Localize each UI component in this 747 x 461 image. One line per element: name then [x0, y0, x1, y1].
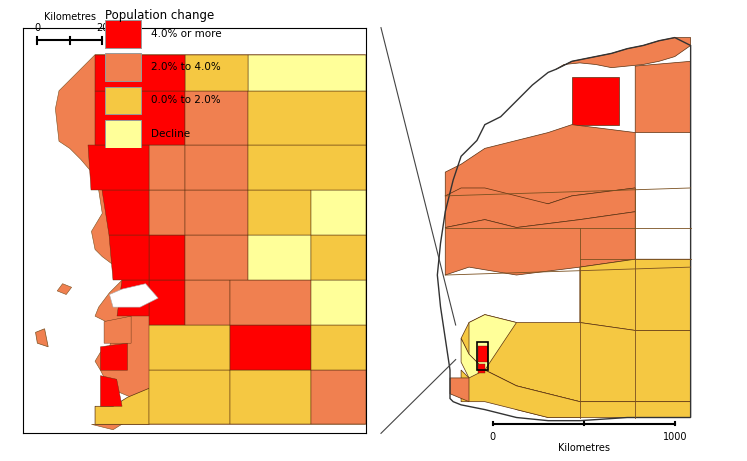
Polygon shape [58, 284, 72, 295]
Polygon shape [185, 55, 248, 91]
Polygon shape [230, 280, 311, 325]
Polygon shape [149, 280, 185, 325]
Polygon shape [461, 314, 691, 402]
Polygon shape [580, 259, 691, 331]
Polygon shape [117, 280, 149, 316]
Text: Kilometres: Kilometres [558, 443, 610, 453]
Text: Kilometres: Kilometres [44, 12, 96, 22]
Text: Decline: Decline [151, 129, 190, 139]
Polygon shape [311, 370, 365, 424]
Polygon shape [185, 280, 230, 325]
Polygon shape [36, 329, 48, 347]
Polygon shape [311, 190, 365, 235]
FancyBboxPatch shape [105, 120, 140, 148]
Polygon shape [185, 145, 248, 190]
Text: 0: 0 [34, 23, 40, 33]
Polygon shape [469, 314, 516, 370]
Polygon shape [95, 388, 149, 424]
Polygon shape [95, 91, 185, 145]
Polygon shape [149, 235, 185, 280]
Polygon shape [100, 376, 122, 406]
Text: 0.0% to 2.0%: 0.0% to 2.0% [151, 95, 220, 106]
Polygon shape [311, 235, 365, 280]
Text: Population change: Population change [105, 9, 214, 22]
Polygon shape [149, 325, 230, 370]
Polygon shape [572, 77, 619, 124]
Polygon shape [479, 364, 485, 373]
Polygon shape [230, 325, 311, 370]
Polygon shape [248, 145, 365, 190]
FancyBboxPatch shape [105, 87, 140, 114]
Polygon shape [248, 55, 365, 91]
Polygon shape [311, 325, 365, 370]
Polygon shape [88, 145, 149, 190]
Polygon shape [479, 346, 488, 362]
Polygon shape [450, 378, 469, 402]
Polygon shape [185, 235, 248, 280]
Polygon shape [149, 370, 230, 424]
Polygon shape [185, 91, 248, 145]
Polygon shape [248, 235, 311, 280]
Text: 0: 0 [490, 432, 496, 442]
Polygon shape [461, 370, 691, 418]
Polygon shape [95, 55, 185, 91]
Polygon shape [110, 284, 158, 307]
Polygon shape [445, 212, 635, 275]
Polygon shape [185, 190, 248, 235]
Polygon shape [635, 61, 691, 133]
Text: 2.0% to 4.0%: 2.0% to 4.0% [151, 62, 220, 72]
Polygon shape [445, 188, 635, 228]
Text: 1000: 1000 [663, 432, 687, 442]
Polygon shape [55, 55, 365, 430]
Polygon shape [230, 370, 311, 424]
Polygon shape [102, 190, 149, 235]
FancyBboxPatch shape [105, 20, 140, 48]
Text: 20: 20 [96, 23, 108, 33]
Polygon shape [556, 38, 691, 69]
Polygon shape [248, 190, 311, 235]
Polygon shape [100, 343, 128, 370]
FancyBboxPatch shape [105, 53, 140, 81]
Bar [477, 342, 488, 370]
Polygon shape [149, 145, 185, 190]
Polygon shape [104, 316, 131, 343]
Polygon shape [248, 91, 365, 145]
Polygon shape [311, 280, 365, 325]
Text: 4.0% or more: 4.0% or more [151, 29, 221, 39]
Polygon shape [149, 190, 185, 235]
Polygon shape [110, 235, 149, 280]
Polygon shape [445, 124, 635, 204]
Polygon shape [461, 338, 580, 418]
